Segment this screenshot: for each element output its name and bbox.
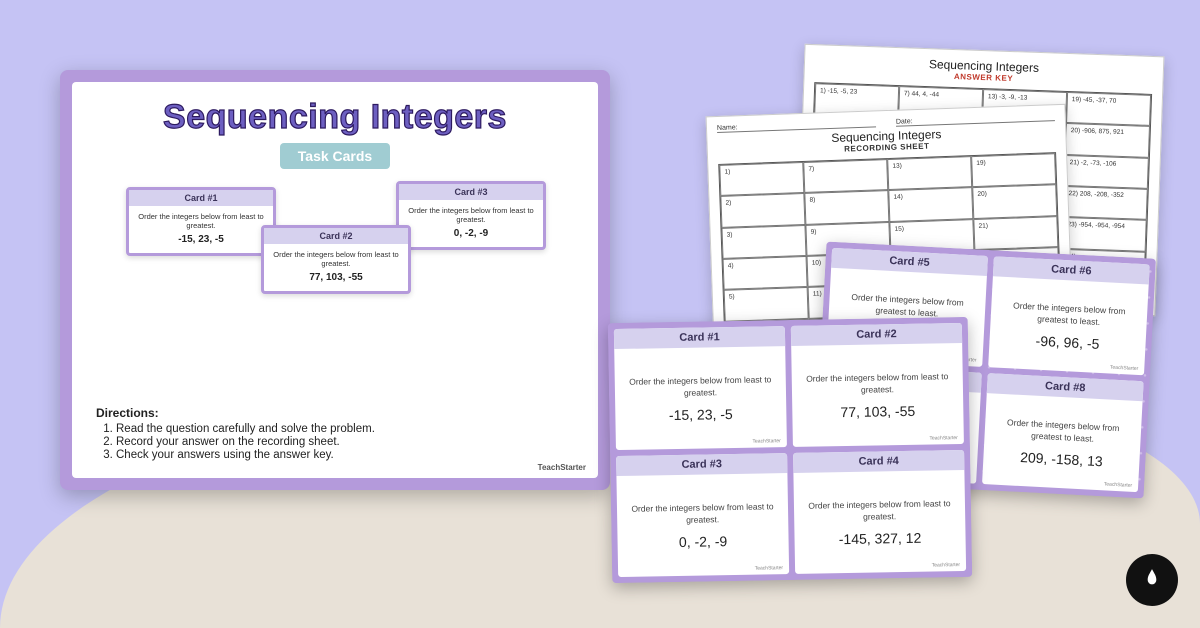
mini-card-instruction: Order the integers below from least to g… bbox=[407, 206, 535, 224]
cover-subtitle: Task Cards bbox=[280, 143, 390, 169]
directions-block: Directions: Read the question carefully … bbox=[96, 406, 574, 462]
grid-cell: 2) bbox=[720, 193, 805, 227]
task-card-instruction: Order the integers below from least to g… bbox=[804, 499, 955, 524]
task-card: Card #6 Order the integers below from gr… bbox=[988, 256, 1150, 375]
task-card-values: 0, -2, -9 bbox=[627, 532, 778, 551]
mini-card-instruction: Order the integers below from least to g… bbox=[272, 250, 400, 268]
grid-cell: 14) bbox=[888, 187, 973, 221]
cover-title: Sequencing Integers bbox=[96, 98, 574, 137]
task-card: Card #1 Order the integers below from le… bbox=[614, 326, 787, 450]
grid-cell: 1) bbox=[719, 162, 804, 196]
task-card-values: 209, -158, 13 bbox=[993, 447, 1130, 470]
grid-cell: 5) bbox=[724, 287, 809, 321]
grid-cell: 20) bbox=[972, 184, 1057, 218]
task-card: Card #3 Order the integers below from le… bbox=[616, 453, 789, 577]
task-card-instruction: Order the integers below from greatest t… bbox=[994, 417, 1131, 446]
task-card-values: -15, 23, -5 bbox=[625, 405, 776, 424]
direction-item: Read the question carefully and solve th… bbox=[116, 423, 574, 435]
task-card-values: -145, 327, 12 bbox=[804, 529, 955, 548]
directions-label: Directions: bbox=[96, 406, 574, 420]
grid-cell: 21) bbox=[973, 216, 1058, 250]
grid-cell: 22) 208, -208, -352 bbox=[1063, 186, 1148, 220]
task-card-instruction: Order the integers below from least to g… bbox=[627, 502, 778, 527]
task-card-instruction: Order the integers below from greatest t… bbox=[1001, 300, 1138, 329]
mini-card-3: Card #3 Order the integers below from le… bbox=[396, 181, 546, 250]
cover-inner: Sequencing Integers Task Cards Card #1 O… bbox=[72, 82, 598, 478]
task-card: Card #2 Order the integers below from le… bbox=[791, 323, 964, 447]
task-card: Card #4 Order the integers below from le… bbox=[793, 450, 966, 574]
cover-card: Sequencing Integers Task Cards Card #1 O… bbox=[60, 70, 610, 490]
mini-card-instruction: Order the integers below from least to g… bbox=[137, 212, 265, 230]
direction-item: Check your answers using the answer key. bbox=[116, 449, 574, 461]
mini-card-values: 0, -2, -9 bbox=[407, 228, 535, 239]
task-card: Card #8 Order the integers below from gr… bbox=[982, 373, 1144, 492]
mini-card-2: Card #2 Order the integers below from le… bbox=[261, 225, 411, 294]
grid-cell: 23) -954, -954, -954 bbox=[1062, 217, 1147, 251]
task-card-values: 77, 103, -55 bbox=[802, 402, 953, 421]
brand-small: TeachStarter bbox=[752, 438, 780, 444]
mini-card-values: 77, 103, -55 bbox=[272, 272, 400, 283]
task-card-sheet-1: Card #1 Order the integers below from le… bbox=[608, 317, 972, 583]
brand-small: TeachStarter bbox=[929, 435, 957, 441]
mini-card-values: -15, 23, -5 bbox=[137, 234, 265, 245]
grid-cell: 19) -45, -37, 70 bbox=[1066, 92, 1151, 126]
grid-cell: 20) -906, 875, 921 bbox=[1065, 123, 1150, 157]
grid-cell: 21) -2, -73, -106 bbox=[1064, 155, 1149, 189]
brand-logo-icon bbox=[1126, 554, 1178, 606]
grid-cell: 7) bbox=[803, 159, 888, 193]
task-card-values: -96, 96, -5 bbox=[999, 330, 1136, 353]
brand-small: TeachStarter bbox=[755, 565, 783, 571]
brand-label: TeachStarter bbox=[538, 463, 586, 472]
brand-small: TeachStarter bbox=[932, 562, 960, 568]
grid-cell: 4) bbox=[723, 256, 808, 290]
cover-mini-cards: Card #1 Order the integers below from le… bbox=[96, 181, 574, 321]
mini-card-label: Card #1 bbox=[129, 190, 273, 206]
mini-card-1: Card #1 Order the integers below from le… bbox=[126, 187, 276, 256]
mini-card-label: Card #2 bbox=[264, 228, 408, 244]
grid-cell: 8) bbox=[804, 190, 889, 224]
task-card-instruction: Order the integers below from least to g… bbox=[625, 375, 776, 400]
task-card-instruction: Order the integers below from least to g… bbox=[802, 372, 953, 397]
mini-card-label: Card #3 bbox=[399, 184, 543, 200]
direction-item: Record your answer on the recording shee… bbox=[116, 436, 574, 448]
grid-cell: 19) bbox=[971, 153, 1056, 187]
grid-cell: 3) bbox=[721, 225, 806, 259]
grid-cell: 13) bbox=[887, 156, 972, 190]
